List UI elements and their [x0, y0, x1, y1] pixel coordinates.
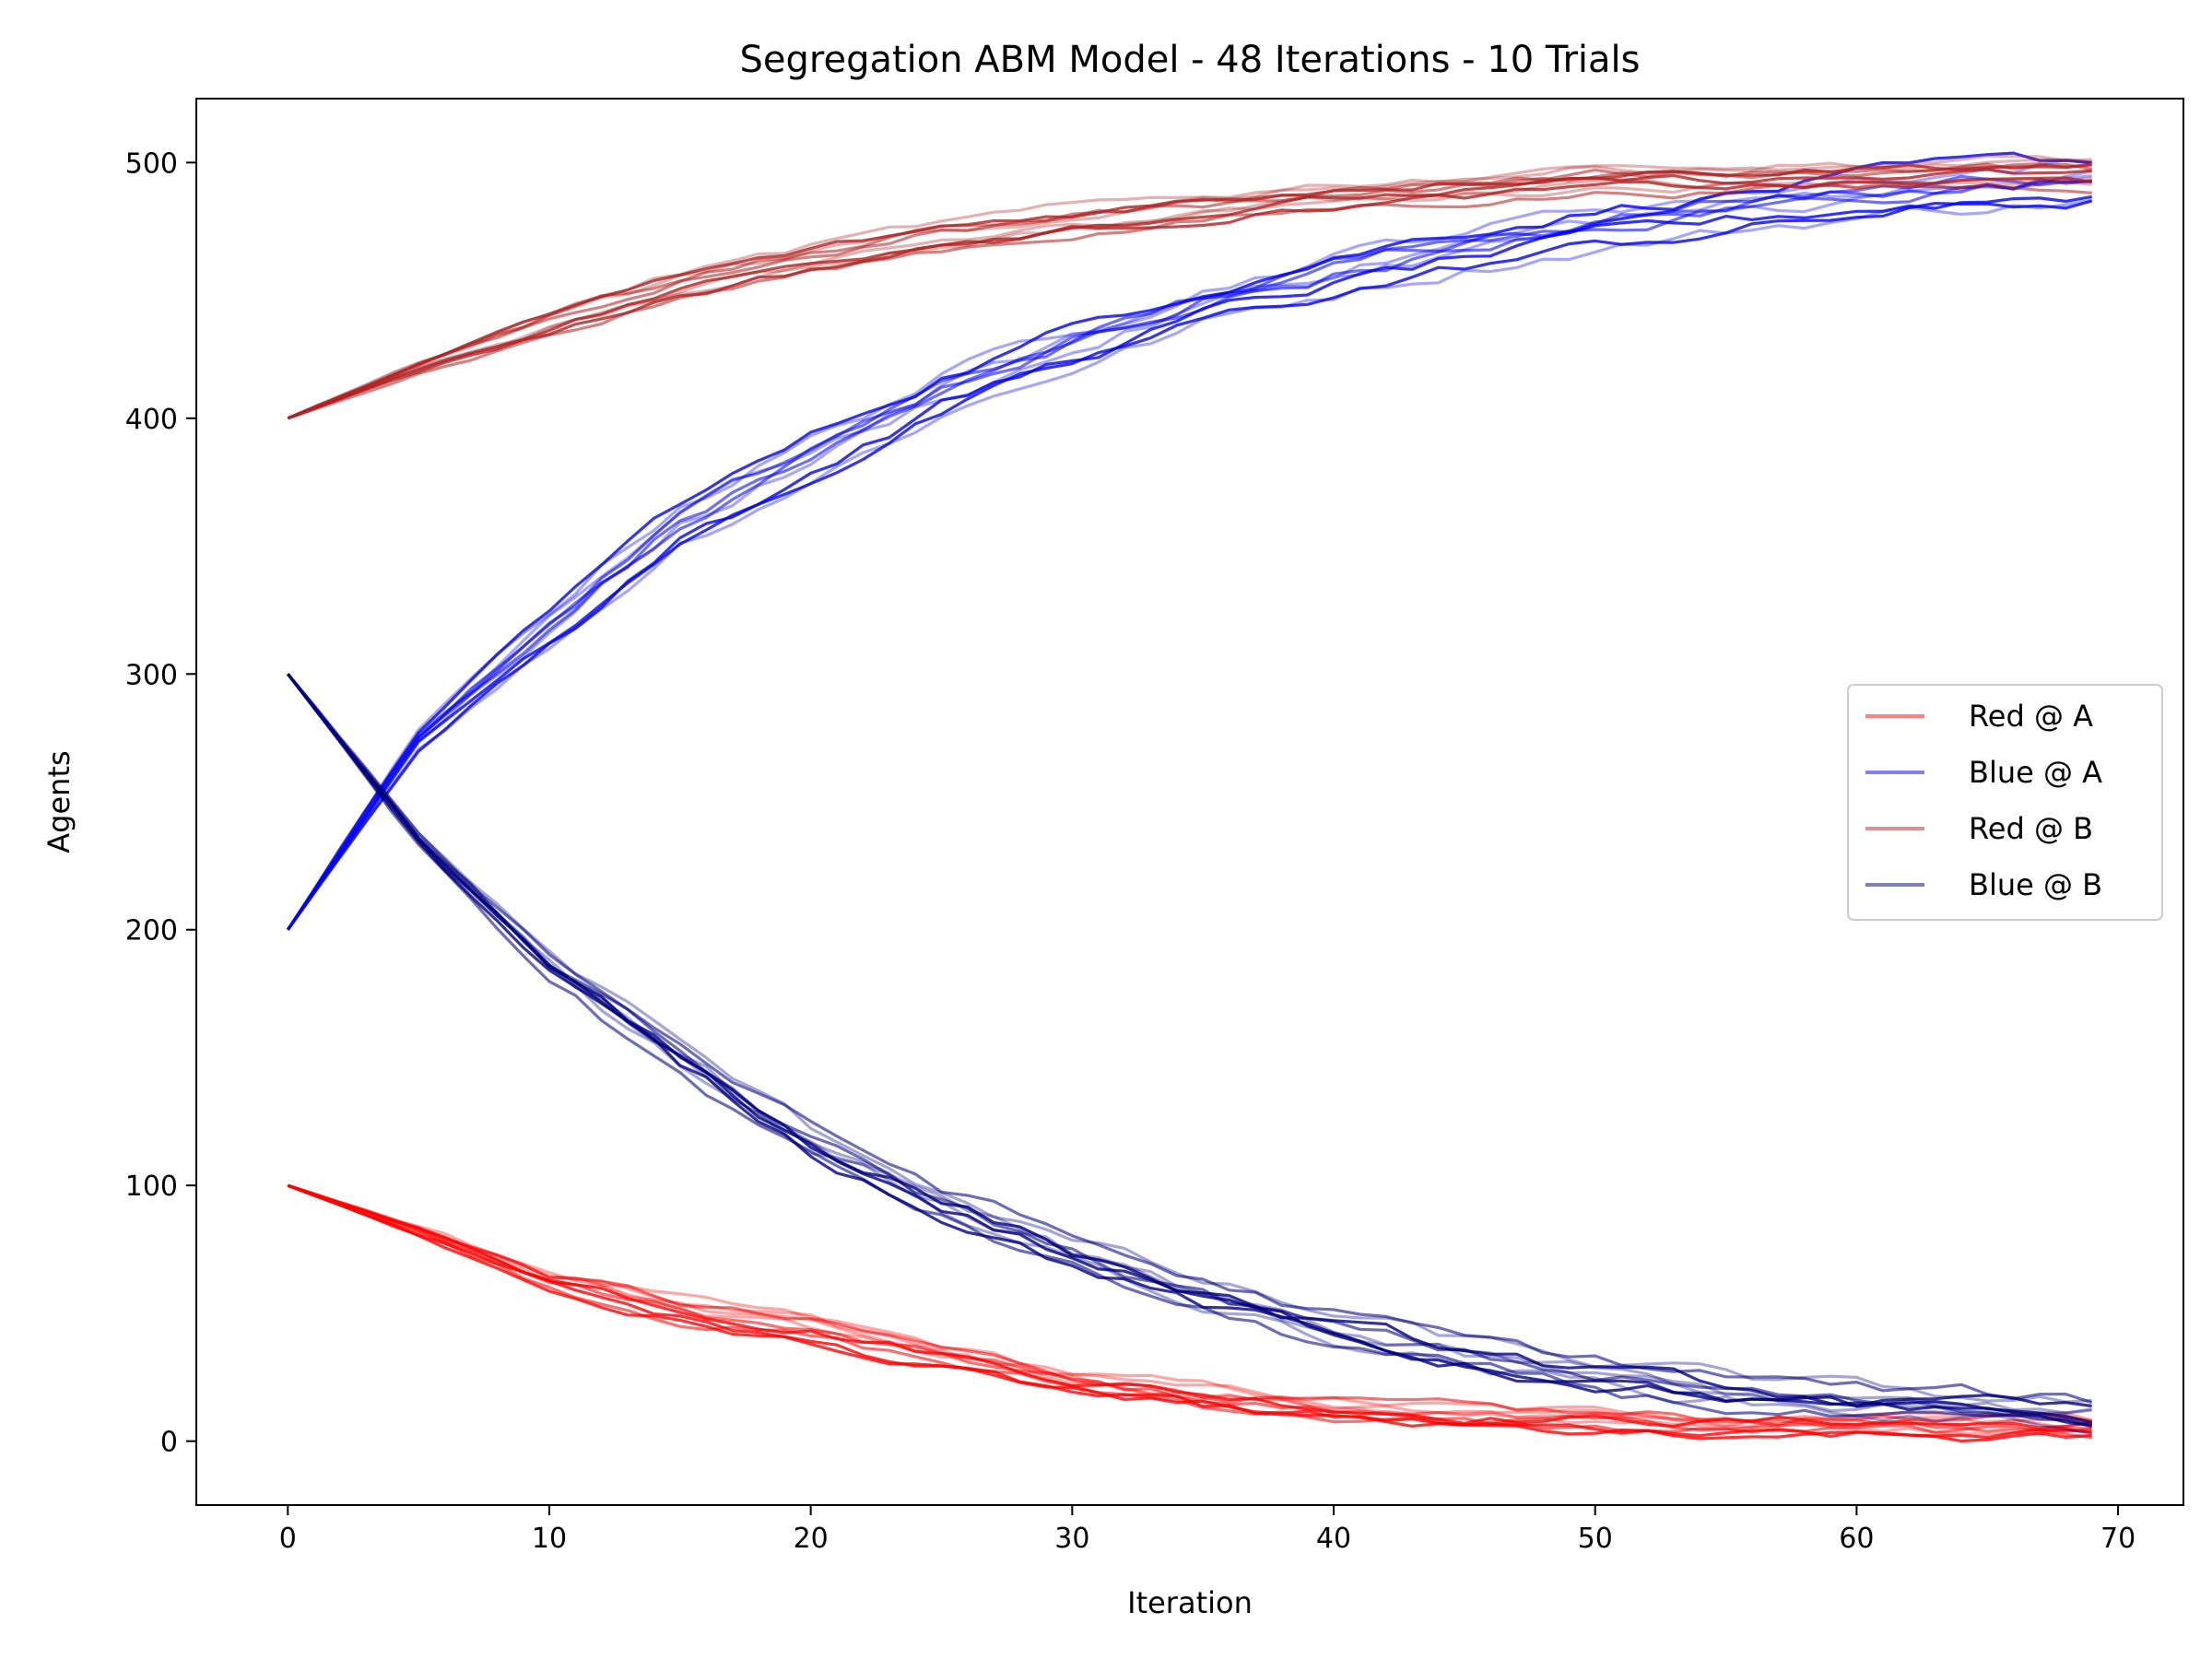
series-line-trial-7 [287, 177, 2092, 420]
y-axis-label: Agents [41, 750, 76, 853]
legend-label-4: Blue @ B [1969, 867, 2102, 902]
x-tick-label-0: 0 [279, 1523, 297, 1555]
series-line-trial-7 [287, 1183, 2092, 1430]
series-red-b [287, 154, 2092, 420]
x-tick-label-10: 10 [532, 1523, 567, 1555]
legend-label-1: Red @ A [1969, 699, 2093, 734]
series-line-trial-9 [287, 162, 2092, 420]
series-line-trial-5 [287, 673, 2093, 1429]
x-tick-label-20: 20 [794, 1523, 829, 1555]
x-tick-label-50: 50 [1578, 1523, 1613, 1555]
plot-frame [195, 98, 2184, 1506]
y-tick-label-300: 300 [125, 659, 178, 691]
plot-lines [286, 151, 2093, 1443]
y-axis: 0 100 200 300 400 500 [125, 147, 196, 1459]
legend-items: Red @ A Blue @ A Red @ B Blue @ B [1865, 699, 2102, 902]
series-blue-b [287, 673, 2093, 1436]
y-tick-label-0: 0 [160, 1427, 178, 1459]
series-line-trial-10 [287, 154, 2092, 420]
x-axis: 0 10 20 30 40 50 60 70 [279, 1505, 2136, 1555]
legend-label-2: Blue @ A [1969, 755, 2102, 790]
series-red-a [287, 1183, 2093, 1443]
x-axis-label: Iteration [1127, 1585, 1253, 1620]
series-line-trial-9 [287, 673, 2092, 1408]
legend: Red @ A Blue @ A Red @ B Blue @ B [1847, 684, 2163, 921]
series-line-trial-8 [287, 673, 2093, 1405]
series-line-trial-6 [287, 1183, 2092, 1430]
series-line-trial-9 [286, 194, 2092, 931]
x-tick-label-30: 30 [1054, 1523, 1089, 1555]
legend-box [1847, 684, 2163, 921]
series-line-trial-2 [287, 1183, 2092, 1433]
series-line-trial-2 [287, 673, 2093, 1427]
series-line-trial-6 [286, 199, 2093, 931]
series-line-trial-3 [287, 673, 2092, 1428]
series-line-trial-6 [287, 168, 2092, 420]
y-tick-label-100: 100 [125, 1171, 178, 1203]
x-tick-label-60: 60 [1839, 1523, 1874, 1555]
series-line-trial-8 [286, 178, 2092, 931]
y-tick-label-200: 200 [125, 915, 178, 947]
y-tick-label-400: 400 [125, 404, 178, 436]
y-tick-label-500: 500 [125, 147, 178, 180]
legend-label-3: Red @ B [1969, 811, 2093, 846]
series-blue-a [286, 151, 2093, 931]
series-line-trial-10 [287, 1183, 2093, 1429]
x-tick-label-70: 70 [2100, 1523, 2136, 1555]
x-tick-label-40: 40 [1316, 1523, 1351, 1555]
series-line-trial-9 [287, 1183, 2092, 1443]
chart-title: Segregation ABM Model - 48 Iterations - … [740, 39, 1641, 81]
series-line-trial-10 [287, 673, 2092, 1415]
series-line-trial-3 [287, 176, 2092, 420]
series-line-trial-10 [286, 174, 2092, 931]
